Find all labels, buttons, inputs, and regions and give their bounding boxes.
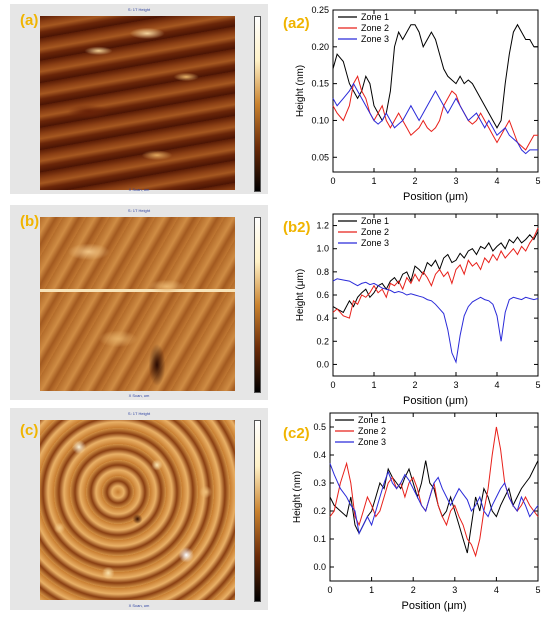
y-tick-label: 1.2: [316, 221, 329, 231]
y-axis-label: Height (μm): [295, 269, 306, 321]
afm-image-b: S: 1T Height X Scan, um: [10, 205, 268, 400]
legend-label-zone-3: Zone 3: [358, 437, 386, 447]
y-tick-label: 0.2: [316, 336, 329, 346]
series-line-zone-2: [329, 426, 539, 558]
series-line-zone-2: [332, 75, 538, 151]
y-tick-label: 0.05: [311, 152, 329, 162]
y-tick-label: 0.20: [311, 42, 329, 52]
colorbar: [254, 420, 261, 602]
x-tick-label: 4: [494, 380, 499, 390]
legend-label-zone-1: Zone 1: [358, 415, 386, 425]
panel-label-b2: (b2): [283, 219, 311, 236]
chart-c2: (c2) 0 1 2 3 4 5 0.0 0.1 0.2 0.3 0.4 0.5 Position (μm…: [283, 412, 541, 612]
series-line-zone-1: [329, 460, 539, 554]
x-axis-label: Position (μm): [401, 600, 466, 612]
panel-label-c: (c): [20, 422, 39, 439]
plot-frame: [332, 9, 539, 173]
panel-label-c2: (c2): [283, 425, 310, 442]
series-line-zone-1: [332, 231, 539, 314]
afm-title: S: 1T Height: [127, 7, 151, 12]
series-line-zone-3: [332, 278, 539, 364]
x-tick-label: 1: [371, 176, 376, 186]
x-tick-label: 1: [369, 585, 374, 595]
chart-b2: (b2) 0 1 2 3 4 5 0.0 0.2 0.4 0.6 0.8 1.0 1.2 Position …: [283, 213, 541, 407]
x-tick-label: 3: [453, 176, 458, 186]
x-tick-label: 3: [453, 380, 458, 390]
x-tick-label: 2: [411, 585, 416, 595]
series-line-zone-3: [329, 463, 539, 535]
afm-title: S: 1T Height: [127, 208, 151, 213]
panel-label-b: (b): [20, 213, 40, 230]
series-line-zone-1: [332, 23, 538, 129]
row-a: S: 1T Height X Scan, um (a): [0, 0, 550, 200]
y-tick-label: 0.25: [311, 5, 329, 15]
afm-topography-image: [40, 217, 235, 391]
panel-label-a: (a): [20, 12, 39, 29]
y-tick-label: 0.4: [316, 313, 329, 323]
y-tick-label: 0.8: [316, 267, 329, 277]
row-c: S: 1T Height X Scan, um (c): [0, 408, 550, 617]
x-tick-label: 5: [535, 585, 540, 595]
afm-topography-image: [40, 16, 235, 190]
y-tick-label: 0.0: [316, 359, 329, 369]
legend-label-zone-2: Zone 2: [361, 23, 389, 33]
series-line-zone-3: [332, 82, 538, 155]
y-tick-label: 0.10: [311, 115, 329, 125]
row-b: S: 1T Height X Scan, um (b): [0, 205, 550, 405]
y-tick-label: 0.6: [316, 290, 329, 300]
x-tick-label: 0: [327, 585, 332, 595]
chart-a2: (a2) 0 1 2 3 4 5 0.05 0.10 0.15 0.20 0.25 Position (…: [283, 5, 541, 203]
y-axis-label: Height (nm): [295, 65, 306, 117]
afm-image-a: S: 1T Height X Scan, um: [10, 4, 268, 194]
x-tick-label: 3: [452, 585, 457, 595]
x-tick-label: 1: [371, 380, 376, 390]
x-tick-label: 0: [330, 380, 335, 390]
afm-image-c: S: 1T Height X Scan, um: [10, 408, 268, 610]
afm-xlabel: X Scan, um: [128, 187, 150, 192]
x-axis-label: Position (μm): [403, 191, 468, 203]
y-tick-label: 0.2: [313, 506, 326, 516]
legend-label-zone-1: Zone 1: [361, 216, 389, 226]
afm-title: S: 1T Height: [127, 411, 151, 416]
y-tick-label: 0.5: [313, 422, 326, 432]
legend-label-zone-3: Zone 3: [361, 238, 389, 248]
afm-xlabel: X Scan, um: [128, 393, 150, 398]
legend-label-zone-2: Zone 2: [358, 426, 386, 436]
colorbar: [254, 217, 261, 393]
afm-xlabel: X Scan, um: [128, 603, 150, 608]
afm-topography-image: [40, 420, 235, 600]
y-tick-label: 0.1: [313, 534, 326, 544]
y-tick-label: 1.0: [316, 244, 329, 254]
colorbar: [254, 16, 261, 192]
legend-label-zone-1: Zone 1: [361, 12, 389, 22]
x-tick-label: 4: [494, 176, 499, 186]
x-tick-label: 5: [535, 380, 540, 390]
legend-label-zone-2: Zone 2: [361, 227, 389, 237]
panel-label-a2: (a2): [283, 15, 310, 32]
x-tick-label: 4: [494, 585, 499, 595]
y-axis-label: Height (nm): [292, 471, 303, 523]
x-tick-label: 5: [535, 176, 540, 186]
y-tick-label: 0.0: [313, 562, 326, 572]
legend-label-zone-3: Zone 3: [361, 34, 389, 44]
y-tick-label: 0.4: [313, 450, 326, 460]
series-line-zone-2: [332, 227, 539, 319]
x-tick-label: 2: [412, 176, 417, 186]
x-tick-label: 2: [412, 380, 417, 390]
x-axis-label: Position (μm): [403, 395, 468, 407]
y-tick-label: 0.3: [313, 478, 326, 488]
x-tick-label: 0: [330, 176, 335, 186]
y-tick-label: 0.15: [311, 79, 329, 89]
